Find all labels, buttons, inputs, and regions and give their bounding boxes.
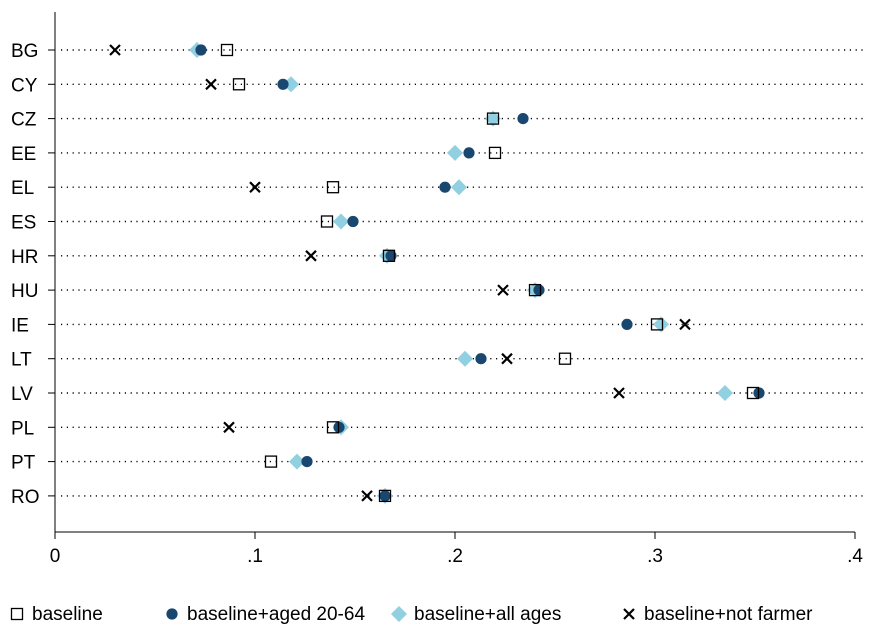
x-tick-label: .2: [447, 546, 463, 567]
point-baseline-all-ages-ee: [447, 144, 463, 161]
point-baseline-not-farmer-bg: [109, 44, 121, 56]
point-baseline-ee: [488, 146, 502, 160]
y-tick-label-pt: PT: [11, 453, 36, 474]
point-baseline-not-farmer-hr: [305, 250, 317, 262]
legend-marker-baseline-aged-20-64: [166, 608, 178, 620]
y-tick-label-lt: LT: [11, 350, 32, 371]
point-baseline-all-ages-lv: [717, 385, 733, 401]
point-baseline-cy: [232, 78, 246, 91]
point-baseline-lv: [746, 386, 760, 400]
point-baseline-aged-20-64-ie: [621, 318, 633, 330]
y-tick-label-hu: HU: [11, 281, 38, 302]
point-baseline-not-farmer-el: [249, 181, 261, 193]
point-baseline-not-farmer-lt: [501, 352, 513, 365]
point-baseline-aged-20-64-pt: [301, 456, 313, 468]
x-tick-label: .1: [247, 546, 263, 567]
legend-label-baseline-not-farmer: baseline+not farmer: [644, 604, 813, 625]
point-baseline-all-ages-lt: [457, 350, 473, 367]
point-baseline-es: [320, 215, 334, 228]
point-baseline-aged-20-64-lt: [475, 353, 487, 365]
y-tick-label-el: EL: [11, 178, 34, 199]
axes: 0 .1 .2 .3 .4 BG CY CZ EE EL ES HR HU IE LT LV PL PT RO: [11, 12, 863, 567]
point-baseline-hu: [528, 283, 542, 297]
point-baseline-not-farmer-lv: [613, 387, 625, 399]
point-baseline-aged-20-64-el: [439, 181, 451, 193]
legend-marker-baseline-all-ages: [391, 606, 407, 622]
y-tick-label-es: ES: [11, 213, 36, 234]
point-baseline-aged-20-64-hr: [385, 250, 397, 262]
point-baseline-not-farmer-ro: [361, 490, 373, 502]
point-baseline-el: [326, 181, 340, 194]
y-tick-label-ie: IE: [11, 315, 29, 336]
point-baseline-pt: [264, 455, 278, 468]
point-baseline-aged-20-64-bg: [195, 44, 207, 56]
point-baseline-aged-20-64-cz: [517, 113, 529, 125]
point-baseline-ie: [650, 318, 664, 331]
point-baseline-all-ages-cz: [485, 110, 501, 127]
point-baseline-all-ages-cy: [283, 76, 299, 93]
point-baseline-pl: [326, 421, 340, 434]
x-tick-label: .3: [647, 546, 663, 567]
x-tick-label: 0: [50, 546, 61, 567]
point-baseline-bg: [220, 43, 234, 57]
point-baseline-aged-20-64-ee: [463, 147, 475, 159]
legend-label-baseline-all-ages: baseline+all ages: [414, 604, 561, 625]
y-tick-label-cz: CZ: [11, 110, 37, 131]
point-baseline-not-farmer-ie: [679, 318, 691, 331]
point-baseline-all-ages-pt: [289, 453, 305, 470]
point-baseline-aged-20-64-es: [347, 215, 359, 228]
legend: baseline baseline+aged 20-64 baseline+all …: [10, 604, 813, 625]
y-tick-label-ro: RO: [11, 487, 40, 508]
point-baseline-lt: [558, 352, 572, 365]
data-marks: [109, 42, 765, 504]
point-baseline-not-farmer-hu: [497, 284, 509, 296]
legend-label-baseline-aged-20-64: baseline+aged 20-64: [187, 604, 365, 625]
point-baseline-cz: [486, 112, 500, 125]
point-baseline-all-ages-el: [451, 179, 467, 196]
point-baseline-all-ages-ie: [653, 316, 669, 333]
point-baseline-aged-20-64-ro: [379, 490, 391, 502]
y-tick-label-pl: PL: [11, 418, 34, 439]
point-baseline-hr: [382, 249, 396, 262]
y-tick-label-cy: CY: [11, 75, 38, 96]
point-baseline-aged-20-64-cy: [277, 78, 289, 90]
legend-marker-baseline: [10, 607, 24, 621]
legend-marker-baseline-not-farmer: [623, 608, 635, 620]
point-baseline-ro: [378, 489, 392, 503]
grid-lines: [61, 49, 863, 497]
point-baseline-not-farmer-pl: [223, 421, 235, 434]
x-tick-label: .4: [847, 546, 863, 567]
point-baseline-aged-20-64-hu: [533, 284, 545, 296]
y-tick-label-hr: HR: [11, 247, 38, 268]
legend-label-baseline: baseline: [32, 604, 103, 625]
y-tick-label-bg: BG: [11, 41, 38, 62]
y-tick-label-ee: EE: [11, 144, 36, 165]
point-baseline-not-farmer-cy: [205, 78, 217, 91]
point-baseline-all-ages-es: [333, 213, 349, 230]
y-tick-label-lv: LV: [11, 384, 33, 405]
